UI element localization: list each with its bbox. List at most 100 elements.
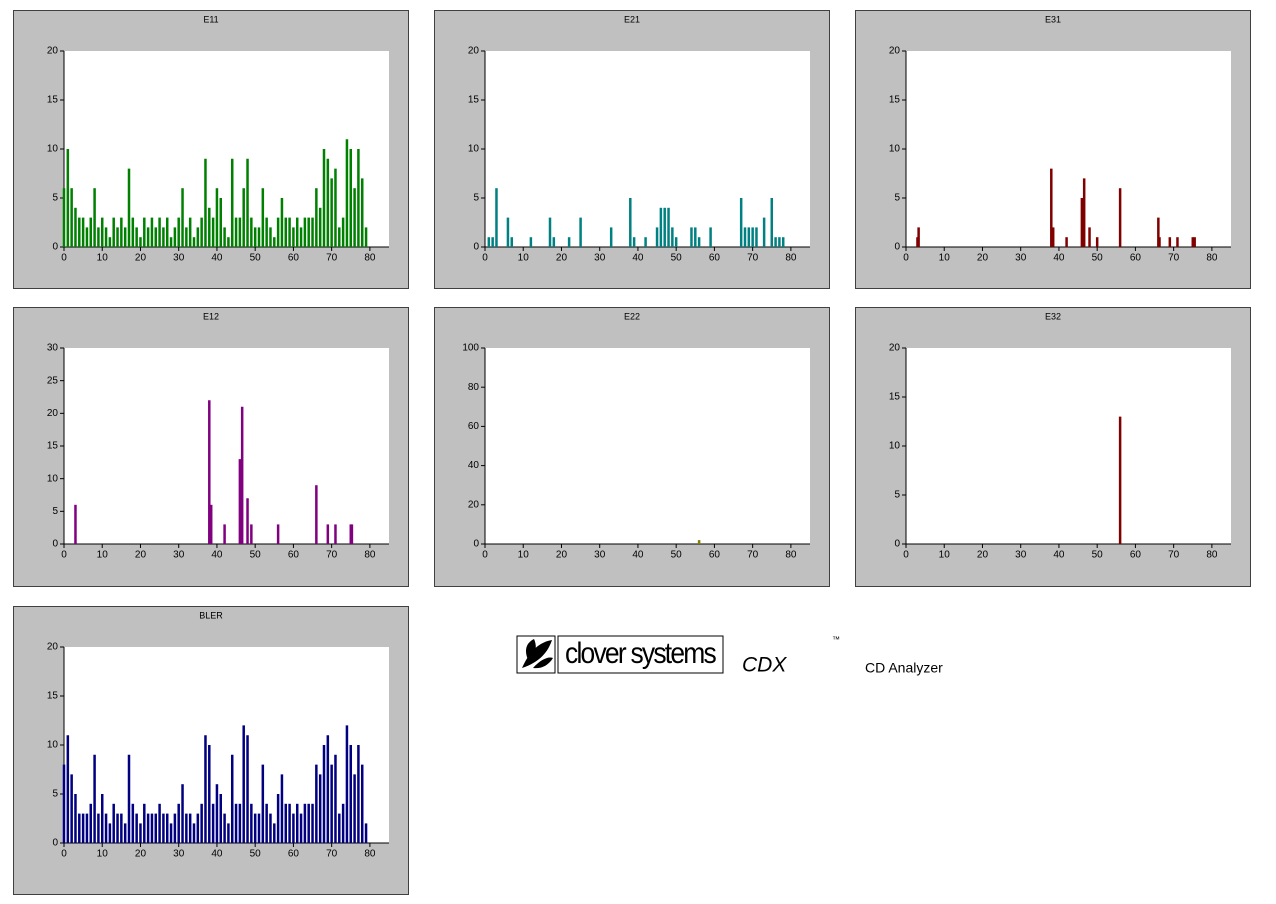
x-tick-label: 70	[747, 253, 759, 264]
x-tick-label: 60	[709, 550, 721, 561]
x-tick-label: 40	[211, 253, 223, 264]
y-tick-label: 20	[47, 642, 59, 653]
plot-area	[906, 348, 1231, 544]
y-tick-label: 0	[894, 539, 900, 550]
chart-panel: E21 0 5 10 15 20 0 10 20 30 40 50 60 70 80	[434, 10, 830, 289]
x-tick-label: 30	[1015, 550, 1027, 561]
y-tick-label: 10	[889, 441, 901, 452]
x-tick-label: 20	[977, 253, 989, 264]
y-tick-label: 10	[468, 144, 480, 155]
x-tick-label: 70	[1168, 253, 1180, 264]
x-tick-label: 60	[288, 849, 300, 860]
x-tick-label: 80	[1206, 550, 1218, 561]
y-tick-label: 20	[468, 46, 480, 57]
chart-panel: BLER 0 5 10 15 20 0 10 20 30 40 50 60 70 80	[13, 606, 409, 895]
x-tick-label: 70	[1168, 550, 1180, 561]
y-tick-label: 20	[47, 408, 59, 419]
x-tick-label: 70	[326, 849, 338, 860]
chart-title: E21	[624, 14, 640, 24]
x-tick-label: 0	[61, 253, 67, 264]
logo-trademark: ™	[832, 635, 840, 644]
chart-panel: E12 0 5 10 15 20 25 30 0 10 20 30 40 50 60 70 80	[13, 307, 409, 587]
x-tick-label: 50	[1092, 550, 1104, 561]
y-tick-label: 5	[52, 193, 58, 204]
x-tick-label: 20	[135, 253, 147, 264]
y-tick-label: 0	[473, 242, 479, 253]
chart-panel: E32 0 5 10 15 20 0 10 20 30 40 50 60 70 80	[855, 307, 1251, 587]
x-tick-label: 20	[556, 550, 568, 561]
logo-leaf	[522, 639, 553, 669]
x-tick-label: 50	[250, 849, 262, 860]
y-tick-label: 30	[47, 343, 59, 354]
x-tick-label: 10	[939, 253, 951, 264]
x-tick-label: 70	[747, 550, 759, 561]
y-tick-label: 15	[889, 95, 901, 106]
x-tick-label: 30	[173, 253, 185, 264]
x-tick-label: 50	[671, 253, 683, 264]
x-tick-label: 0	[61, 849, 67, 860]
y-tick-label: 40	[468, 460, 480, 471]
y-tick-label: 15	[468, 95, 480, 106]
logo-tagline: CD Analyzer	[865, 660, 943, 676]
x-tick-label: 30	[594, 253, 606, 264]
x-tick-label: 30	[594, 550, 606, 561]
x-tick-label: 40	[211, 849, 223, 860]
y-tick-label: 0	[894, 242, 900, 253]
x-tick-label: 80	[785, 253, 797, 264]
chart-title: E31	[1045, 14, 1061, 24]
y-tick-label: 10	[47, 144, 59, 155]
x-tick-label: 20	[135, 550, 147, 561]
chart-title: E22	[624, 311, 640, 321]
x-tick-label: 60	[1130, 550, 1142, 561]
y-tick-label: 25	[47, 375, 59, 386]
chart-panel: E11 0 5 10 15 20 0 10 20 30 40 50 60 70 80	[13, 10, 409, 289]
x-tick-label: 20	[556, 253, 568, 264]
y-tick-label: 5	[894, 490, 900, 501]
y-tick-label: 15	[889, 392, 901, 403]
y-tick-label: 10	[47, 473, 59, 484]
y-tick-label: 5	[473, 193, 479, 204]
y-tick-label: 100	[462, 343, 479, 354]
x-tick-label: 80	[364, 550, 376, 561]
x-tick-label: 10	[518, 253, 530, 264]
x-tick-label: 40	[1053, 253, 1065, 264]
x-tick-label: 0	[903, 253, 909, 264]
x-tick-label: 70	[326, 253, 338, 264]
y-tick-label: 0	[473, 539, 479, 550]
logo-brand: clover systems	[565, 637, 716, 670]
y-tick-label: 0	[52, 242, 58, 253]
x-tick-label: 80	[785, 550, 797, 561]
x-tick-label: 40	[1053, 550, 1065, 561]
chart-panel: E31 0 5 10 15 20 0 10 20 30 40 50 60 70 80	[855, 10, 1251, 289]
plot-area	[906, 51, 1231, 247]
chart-panel: E22 0 20 40 60 80 100 0 10 20 30 40 50 60 70 80	[434, 307, 830, 587]
x-tick-label: 0	[61, 550, 67, 561]
y-tick-label: 0	[52, 539, 58, 550]
x-tick-label: 30	[173, 849, 185, 860]
y-tick-label: 0	[52, 838, 58, 849]
logo-text-box	[557, 635, 724, 674]
x-tick-label: 0	[903, 550, 909, 561]
x-tick-label: 50	[250, 550, 262, 561]
y-tick-label: 20	[47, 46, 59, 57]
chart-title: E12	[203, 311, 219, 321]
x-tick-label: 50	[250, 253, 262, 264]
plot-area	[64, 348, 389, 544]
x-tick-label: 10	[97, 253, 109, 264]
y-tick-label: 10	[889, 144, 901, 155]
y-tick-label: 20	[889, 343, 901, 354]
x-tick-label: 50	[671, 550, 683, 561]
x-tick-label: 40	[632, 253, 644, 264]
y-tick-label: 15	[47, 691, 59, 702]
y-tick-label: 5	[894, 193, 900, 204]
x-tick-label: 30	[1015, 253, 1027, 264]
x-tick-label: 0	[482, 253, 488, 264]
x-tick-label: 10	[97, 849, 109, 860]
y-tick-label: 20	[889, 46, 901, 57]
y-tick-label: 15	[47, 95, 59, 106]
y-tick-label: 20	[468, 499, 480, 510]
chart-title: E32	[1045, 311, 1061, 321]
x-tick-label: 70	[326, 550, 338, 561]
y-tick-label: 15	[47, 441, 59, 452]
